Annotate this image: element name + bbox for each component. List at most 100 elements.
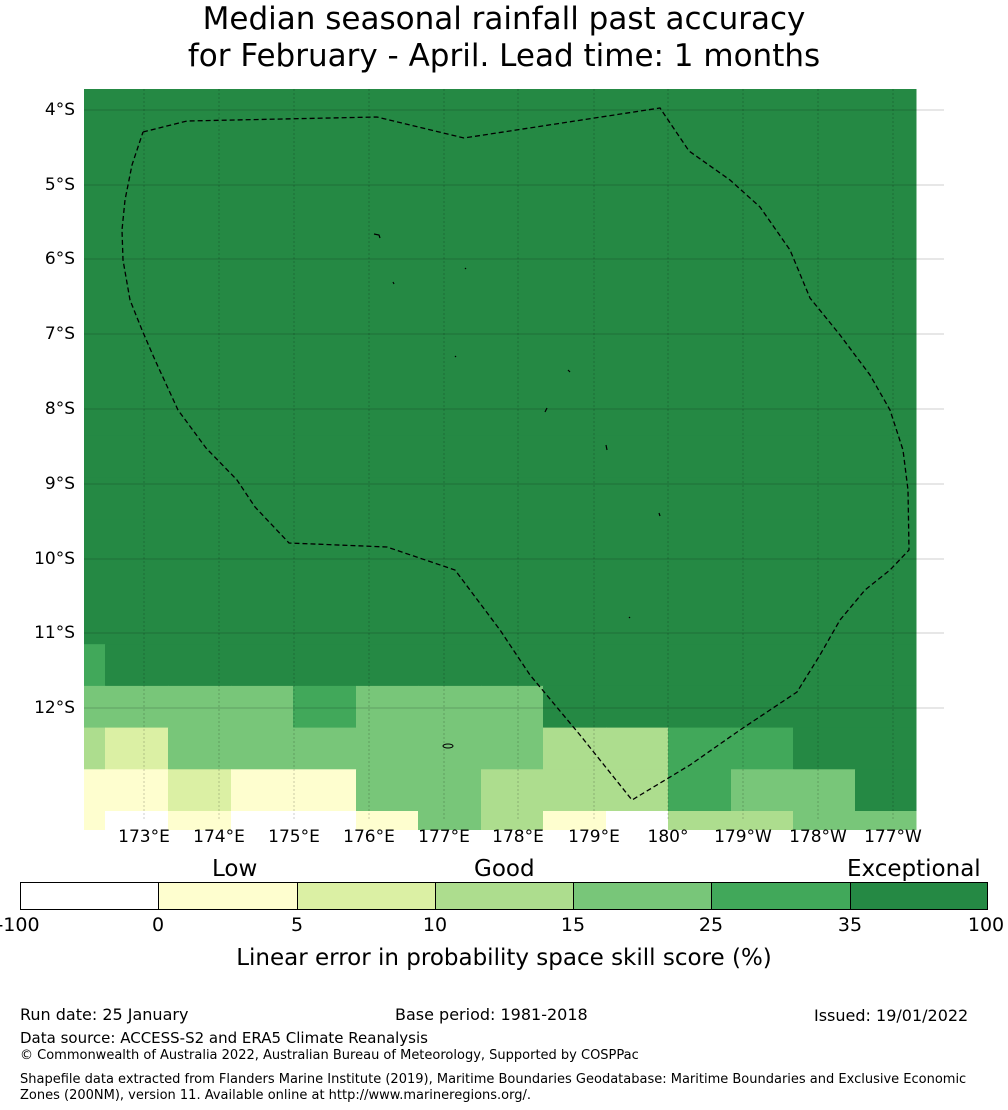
lon-label-178w: 178°W [789,827,847,847]
eez-boundary [121,107,910,801]
grid-cell [793,727,856,770]
grid-cell [731,644,794,687]
grid-cell [418,727,482,770]
grid-cell [105,727,169,770]
grid-cell [481,769,544,812]
colorbar-category-low: Low [212,856,258,882]
grid-cell [293,602,357,645]
base-period: Base period: 1981-2018 [395,1005,588,1024]
issued-date: Issued: 19/01/2022 [814,1006,969,1025]
copyright: © Commonwealth of Australia 2022, Austra… [20,1048,639,1063]
lon-label-179w: 179°W [714,827,772,847]
grid-cell [105,602,169,645]
colorbar-tick: 15 [560,914,586,936]
grid-cell [293,519,357,562]
grid-cell [84,560,106,603]
grid-cell [668,727,732,770]
colorbar-title: Linear error in probability space skill … [236,945,772,971]
grid-cell [168,519,232,562]
grid-cell [731,685,794,729]
colorbar-segment-1 [20,883,158,910]
grid-cell [855,394,917,437]
grid-cell [543,685,607,729]
grid-cell [105,811,169,830]
grid-cell [855,769,917,812]
lon-label-179e: 179°E [568,827,620,847]
grid-cell [293,89,357,395]
grid-cell [481,811,544,830]
island-marker [605,444,608,451]
colorbar-tick: 5 [290,914,304,936]
grid-cell [231,727,294,770]
lon-label-174e: 174°E [193,827,245,847]
island-marker [658,512,661,517]
grid-cell [84,435,106,478]
grid-cell [668,685,732,729]
grid-cell [855,644,917,687]
grid-cell [793,769,856,812]
grid-cell [668,644,732,687]
grid-cell [481,560,544,603]
skill-map [84,89,944,830]
lon-label-180: 180° [647,827,689,847]
grid-cell [668,477,732,520]
grid-cell [543,811,607,830]
grid-cell [356,769,419,812]
grid-cell [793,394,856,437]
grid-cell [543,769,607,812]
grid-cell [231,394,294,437]
grid-cell [84,685,106,729]
grid-cell [481,435,544,478]
grid-cell [84,727,106,770]
grid-cell [855,89,917,395]
colorbar-tick: 25 [698,914,724,936]
grid-cell [168,394,232,437]
grid-cell [231,644,294,687]
grid-cell [793,602,856,645]
grid-cell [84,519,106,562]
grid-cell [105,644,169,687]
grid-cell [855,435,917,478]
grid-cell [105,769,169,812]
grid-cell [418,394,482,437]
grid-cell [481,89,544,395]
grid-cell [168,435,232,478]
grid-cell [293,769,357,812]
grid-cell [606,769,669,812]
grid-cell [606,602,669,645]
grid-cell [668,89,732,395]
grid-cell [84,644,106,687]
lat-label-11s: 11°S [34,623,75,643]
grid-cell [731,602,794,645]
grid-cell [606,477,669,520]
colorbar-segment-7 [850,883,988,910]
grid-cell [481,602,544,645]
grid-cell [168,602,232,645]
grid-cell [418,435,482,478]
grid-cell [168,644,232,687]
grid-cell [731,394,794,437]
grid-cell [731,435,794,478]
grid-cell [168,769,232,812]
grid-cell [543,435,607,478]
grid-cell [418,685,482,729]
colorbar-segment-2 [158,883,297,910]
grid-cell [293,644,357,687]
grid-cell [481,394,544,437]
grid-cell [356,435,419,478]
grid-cell [105,519,169,562]
grid-cell [356,89,419,395]
lon-label-176e: 176°E [343,827,395,847]
grid-cell [105,685,169,729]
lat-label-5s: 5°S [44,175,75,195]
shapefile-credit: Shapefile data extracted from Flanders M… [20,1072,967,1103]
grid-cell [231,89,294,395]
grid-cell [793,685,856,729]
grid-cell [606,560,669,603]
grid-cell [855,602,917,645]
colorbar-tick: -100 [0,914,40,936]
island-marker [544,407,548,413]
grid-cell [668,560,732,603]
grid-cell [543,477,607,520]
grid-cell [855,811,917,830]
